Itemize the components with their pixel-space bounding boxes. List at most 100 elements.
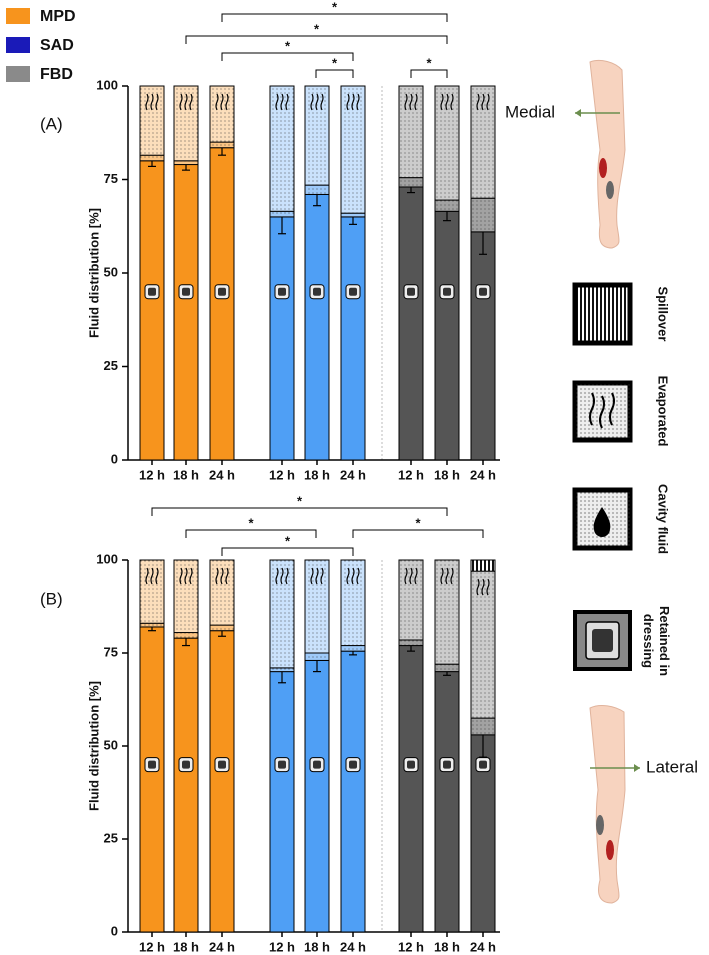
bar-segment: [434, 85, 460, 201]
y-tick-label: 50: [104, 264, 118, 279]
retained-icon: [278, 760, 286, 769]
leg-lateral: Lateral: [589, 704, 698, 904]
significance-label: *: [332, 0, 338, 14]
bar-segment: [209, 624, 235, 632]
bar-segment: [209, 147, 235, 461]
retained-icon: [182, 287, 190, 296]
bar-segment: [398, 559, 424, 641]
x-tick-label: 18 h: [304, 939, 330, 954]
bar-segment: [470, 231, 496, 461]
bar-segment: [139, 559, 165, 624]
x-tick-label: 18 h: [173, 467, 199, 482]
bar-segment: [340, 85, 366, 214]
significance-label: *: [297, 493, 303, 508]
significance-bracket: [185, 529, 317, 538]
panel-label: (B): [40, 589, 63, 608]
x-tick-label: 12 h: [398, 939, 424, 954]
bar-segment: [434, 671, 460, 933]
bar-segment: [304, 659, 330, 933]
retained-icon: [218, 760, 226, 769]
bar-segment: [209, 559, 235, 626]
retained-icon: [407, 760, 415, 769]
retained-icon: [349, 760, 357, 769]
x-tick-label: 18 h: [434, 939, 460, 954]
legend-swatch: [6, 8, 30, 24]
bar-segment: [173, 160, 199, 166]
y-tick-label: 25: [104, 830, 118, 845]
bar-segment: [434, 663, 460, 673]
retained-icon: [182, 760, 190, 769]
bar-segment: [304, 559, 330, 654]
retained-icon: [443, 287, 451, 296]
y-tick-label: 0: [111, 451, 118, 466]
evaporation-icon: [440, 93, 454, 111]
evaporation-icon: [310, 93, 324, 111]
retained-icon: [148, 287, 156, 296]
pattern-legend: Spillover Evaporated Cavity fluid Retain…: [572, 282, 671, 676]
x-tick-label: 18 h: [173, 939, 199, 954]
bar-segment: [209, 141, 235, 149]
bar-segment: [470, 717, 496, 736]
retained-icon: [479, 287, 487, 296]
x-tick-label: 12 h: [269, 467, 295, 482]
bar-segment: [340, 216, 366, 461]
significance-label: *: [285, 533, 291, 548]
significance-label: *: [314, 21, 320, 36]
x-tick-label: 12 h: [139, 939, 165, 954]
significance-bracket: [221, 13, 448, 22]
retained-icon: [407, 287, 415, 296]
evaporation-icon: [404, 93, 418, 111]
bar-segment: [304, 184, 330, 195]
x-tick-label: 24 h: [340, 939, 366, 954]
significance-bracket: [151, 507, 448, 516]
bar-segment: [209, 630, 235, 933]
side-label: Medial: [505, 102, 555, 121]
retained-icon: [313, 760, 321, 769]
bar-segment: [139, 85, 165, 156]
legend-label: Spillover: [656, 287, 671, 342]
evaporation-icon: [476, 93, 490, 111]
significance-bracket: [410, 69, 448, 78]
legend-label: Evaporated: [656, 376, 671, 447]
x-tick-label: 18 h: [434, 467, 460, 482]
bar-segment: [470, 570, 496, 719]
bar-segment: [269, 667, 295, 673]
significance-label: *: [426, 55, 432, 70]
significance-bracket: [221, 547, 354, 556]
bar-segment: [173, 559, 199, 634]
legend-label: Cavity fluid: [656, 484, 671, 554]
bar-segment: [304, 652, 330, 661]
significance-label: *: [332, 55, 338, 70]
legend-label: SAD: [40, 37, 74, 54]
panel-label: (A): [40, 114, 63, 133]
x-tick-label: 12 h: [139, 467, 165, 482]
bar-segment: [173, 85, 199, 162]
bar-segment: [470, 85, 496, 199]
bar-segment: [434, 199, 460, 212]
evaporation-icon: [404, 567, 418, 585]
retained-icon: [218, 287, 226, 296]
significance-bracket: [185, 35, 448, 44]
retained-icon: [443, 760, 451, 769]
leg-medial: Medial: [505, 59, 626, 249]
evaporation-icon: [179, 93, 193, 111]
x-tick-label: 12 h: [269, 939, 295, 954]
significance-bracket: [221, 52, 354, 61]
bar-segment: [340, 650, 366, 933]
evaporation-icon: [275, 567, 289, 585]
bar-segment: [173, 164, 199, 461]
y-tick-label: 50: [104, 737, 118, 752]
evaporation-icon: [440, 567, 454, 585]
side-label: Lateral: [646, 757, 698, 776]
evaporation-icon: [145, 93, 159, 111]
retained-icon: [349, 287, 357, 296]
evaporation-icon: [275, 93, 289, 111]
y-tick-label: 75: [104, 171, 118, 186]
evaporation-icon: [310, 567, 324, 585]
bar-segment: [340, 645, 366, 652]
bar-segment: [398, 186, 424, 461]
legend-swatch: [6, 66, 30, 82]
x-tick-label: 24 h: [209, 939, 235, 954]
x-tick-label: 24 h: [209, 467, 235, 482]
